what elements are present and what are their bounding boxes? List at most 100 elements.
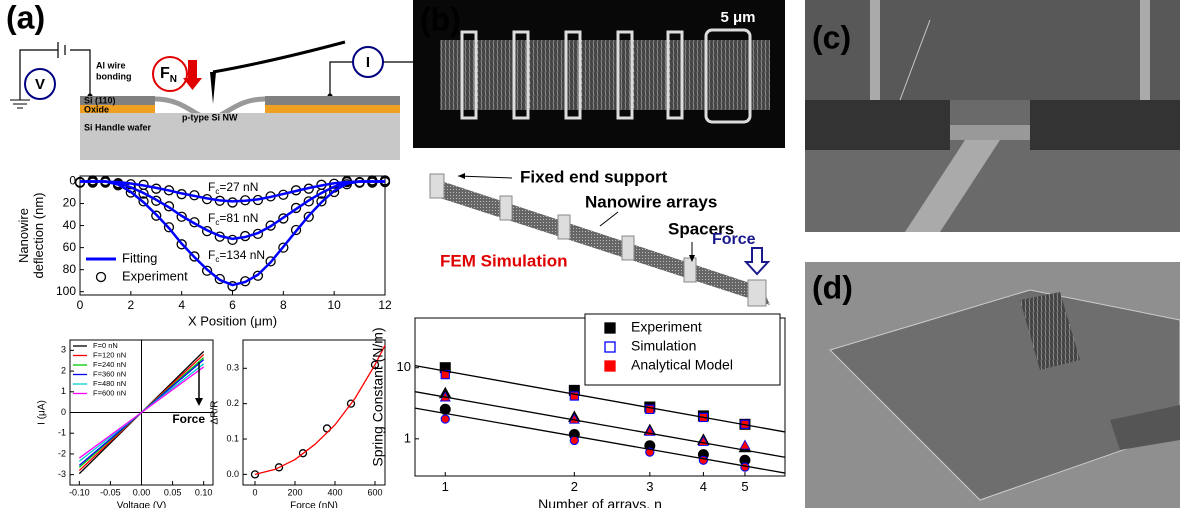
sem-image [805,0,1180,232]
legend-swatch [605,361,615,371]
y-axis-label: deflection (nm) [31,193,46,279]
x-tick-label: 2 [127,298,134,312]
x-tick-label: 0 [252,487,257,497]
legend-label: Experiment [122,268,188,283]
y-axis-label: I (μA) [37,400,48,425]
y-axis-label: Spring Constant (N/m) [370,327,386,466]
annotation-main: F [208,248,215,262]
voltmeter-label: V [35,76,45,93]
legend-label: F=600 nN [93,388,126,397]
annotation: Force [172,412,205,426]
x-tick-label: 4 [178,298,185,312]
figure: (a) Al wire bonding V I FN Si (110) Oxid… [0,0,1180,508]
x-tick-label: 5 [741,479,748,494]
y-tick-label: 1 [61,386,66,396]
x-axis-label: X Position (μm) [188,314,277,329]
y-tick-label: -2 [58,448,66,458]
panel-label: (c) [812,19,851,55]
x-tick-label: 6 [229,298,236,312]
annotation-tail: =27 nN [219,180,258,194]
x-tick-label: 10 [327,298,341,312]
y-axis-label: ΔR/R [210,401,221,425]
force-sub: N [170,74,177,85]
legend-label: F=240 nN [93,360,126,369]
schematic-label: Si Handle wafer [84,122,152,132]
fem-label: Nanowire arrays [585,192,717,211]
y-tick-label: 2 [61,365,66,375]
annotation: Fc=81 nN [208,211,258,227]
x-tick-label: 1 [442,479,449,494]
y-tick-label: 0.0 [226,469,239,479]
y-tick-label: 0.1 [226,433,239,443]
series-line [415,392,785,458]
schematic-label: Al wire [96,60,126,70]
annotation: Fc=134 nN [208,248,265,264]
y-tick-label: -3 [58,469,66,479]
schematic-label: Oxide [84,104,109,114]
panel-label: (a) [6,0,45,35]
x-axis-label: Voltage (V) [117,501,166,508]
ammeter-label: I [366,54,370,71]
x-tick-label: -0.10 [69,487,90,497]
legend-label: F=0 nN [93,341,118,350]
x-tick-label: 0.10 [195,487,213,497]
x-tick-label: 200 [287,487,302,497]
sem-image [805,262,1180,508]
legend-swatch [97,273,106,282]
annotation-main: F [208,211,215,225]
x-tick-label: -0.05 [100,487,121,497]
y-tick-label: 40 [63,218,77,232]
fem-label: Fixed end support [520,167,668,186]
force-main: F [160,65,170,82]
x-axis-label: Force (nN) [290,501,338,508]
x-tick-label: 12 [378,298,392,312]
scale-bar-label: 5 μm [720,9,755,26]
x-tick-label: 8 [280,298,287,312]
annotation: Fc=27 nN [208,180,258,196]
marker [442,372,448,378]
x-axis-label: Number of arrays, n [538,496,662,508]
schematic [10,42,435,160]
y-tick-label: 10 [397,359,411,374]
y-tick-label: 0.3 [226,363,239,373]
x-tick-label: 0 [77,298,84,312]
y-tick-label: 3 [61,345,66,355]
legend-label: Experiment [631,319,702,335]
legend-label: F=360 nN [93,369,126,378]
fem-title: FEM Simulation [440,251,568,270]
marker [442,416,448,422]
panel-label: (d) [812,269,853,305]
legend-label: F=120 nN [93,350,126,359]
annotation-tail: =81 nN [219,211,258,225]
y-tick-label: 20 [63,196,77,210]
y-tick-label: 80 [63,262,77,276]
annotation-arrowhead [195,398,203,406]
legend-label: F=480 nN [93,379,126,388]
y-tick-label: -1 [58,428,66,438]
series-line [415,408,785,473]
x-tick-label: 3 [646,479,653,494]
y-tick-label: 60 [63,240,77,254]
schematic-label: bonding [96,71,132,81]
y-tick-label: 100 [56,284,76,298]
y-tick-label: 1 [404,430,411,445]
legend-label: Analytical Model [631,357,733,373]
annotation-main: F [208,180,215,194]
x-tick-label: 2 [571,479,578,494]
legend-label: Fitting [122,250,157,265]
x-tick-label: 400 [327,487,342,497]
panel-label: (b) [420,1,461,37]
x-tick-label: 0.05 [164,487,182,497]
plot-frame [243,340,385,485]
schematic-label: p-type Si NW [182,112,238,122]
x-tick-label: 0.00 [133,487,151,497]
fem-label: Force [712,231,756,248]
annotation-tail: =134 nN [219,248,265,262]
y-tick-label: 0 [61,407,66,417]
x-tick-label: 600 [367,487,382,497]
x-tick-label: 4 [700,479,707,494]
marker [571,437,577,443]
y-axis-label: Nanowire [16,208,31,263]
series-line [255,345,385,474]
legend-label: Simulation [631,338,696,354]
